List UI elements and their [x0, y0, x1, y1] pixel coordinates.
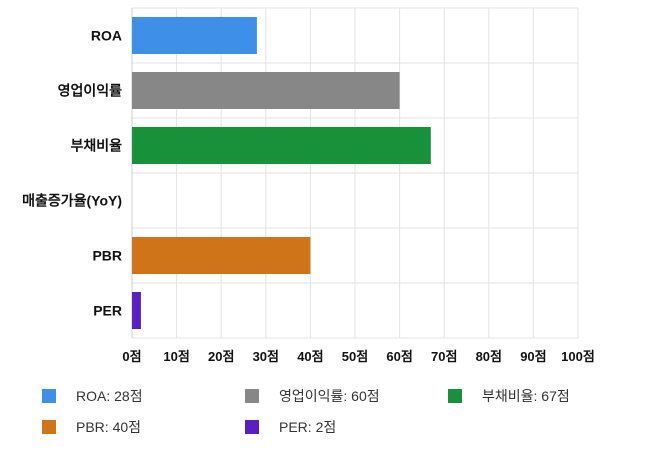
- bar: [132, 237, 311, 274]
- category-label: 영업이익률: [58, 83, 123, 99]
- x-tick-label: 70점: [431, 349, 457, 364]
- legend: ROA: 28점 영업이익률: 60점 부채비율: 67점 PBR: 40점 P…: [0, 385, 650, 445]
- x-tick-label: 10점: [163, 349, 189, 364]
- legend-swatch: [448, 389, 462, 403]
- x-tick-label: 90점: [520, 349, 546, 364]
- x-tick-label: 0점: [122, 349, 141, 364]
- bars: [132, 17, 431, 329]
- bar: [132, 127, 431, 164]
- legend-item-debt-ratio: 부채비율: 67점: [448, 385, 570, 407]
- bar: [132, 72, 400, 109]
- x-tick-label: 100점: [561, 349, 595, 364]
- category-label: 부채비율: [70, 138, 122, 154]
- legend-swatch: [42, 420, 56, 434]
- legend-swatch: [245, 420, 259, 434]
- x-tick-label: 40점: [297, 349, 323, 364]
- legend-label: ROA: 28점: [76, 388, 143, 404]
- legend-label: 부채비율: 67점: [482, 388, 570, 404]
- legend-item-operating-margin: 영업이익률: 60점: [245, 385, 380, 407]
- x-tick-label: 60점: [386, 349, 412, 364]
- legend-swatch: [245, 389, 259, 403]
- category-label: 매출증가율(YoY): [22, 193, 122, 209]
- legend-label: PBR: 40점: [76, 419, 142, 435]
- category-label: ROA: [91, 28, 122, 44]
- x-tick-label: 30점: [253, 349, 279, 364]
- x-tick-labels: 0점 10점 20점 30점 40점 50점 60점 70점 80점 90점 100점: [122, 349, 594, 364]
- legend-item-pbr: PBR: 40점: [42, 416, 141, 438]
- category-label: PER: [93, 303, 122, 319]
- x-tick-label: 50점: [342, 349, 368, 364]
- bar: [132, 292, 141, 329]
- legend-swatch: [42, 389, 56, 403]
- x-tick-label: 20점: [208, 349, 234, 364]
- legend-label: 영업이익률: 60점: [279, 388, 380, 404]
- category-label: PBR: [92, 248, 122, 264]
- bar: [132, 17, 257, 54]
- legend-item-per: PER: 2점: [245, 416, 336, 438]
- legend-label: PER: 2점: [279, 419, 337, 435]
- legend-item-roa: ROA: 28점: [42, 385, 143, 407]
- grid: [131, 7, 579, 339]
- x-tick-label: 80점: [476, 349, 502, 364]
